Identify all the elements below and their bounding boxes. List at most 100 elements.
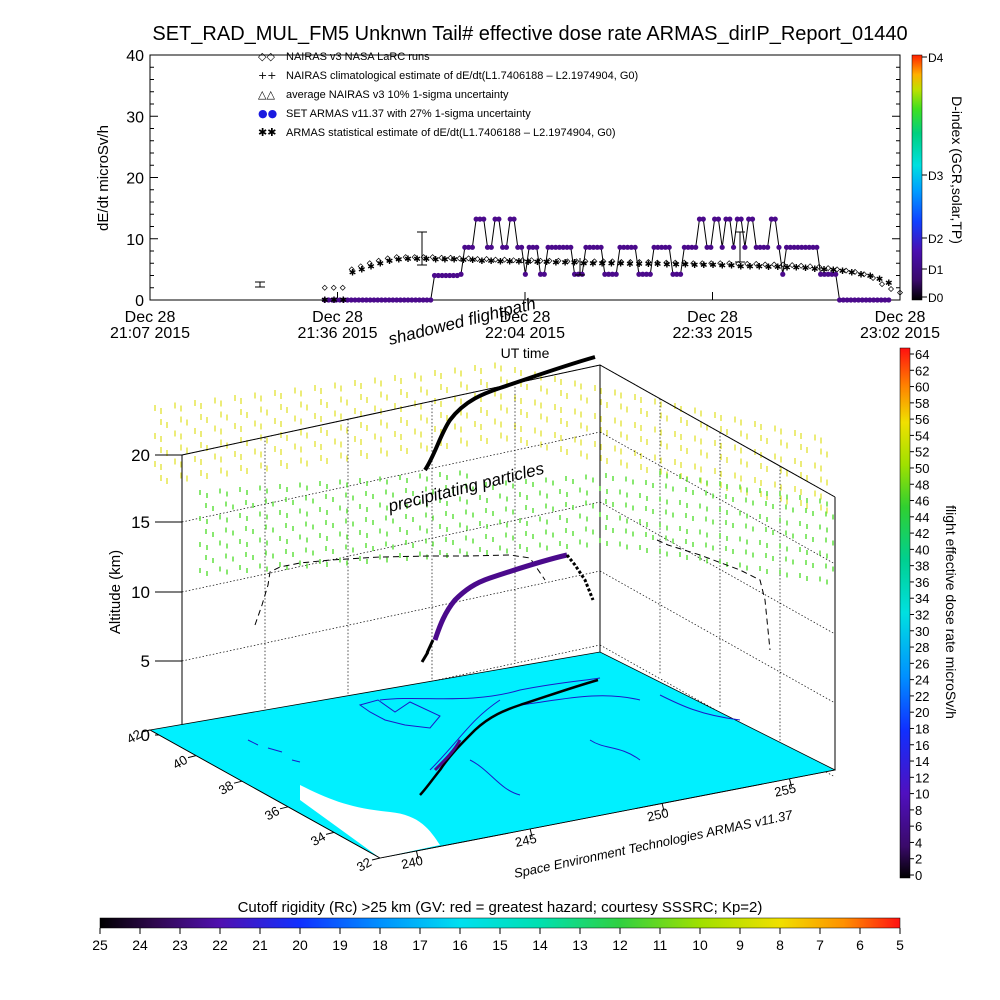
- armas-stat-point: ✱: [367, 262, 375, 272]
- dose-colorbar-tick-label: 54: [915, 428, 929, 443]
- nairas-point: [510, 257, 517, 264]
- armas-point: [753, 244, 759, 250]
- nairas-point: [366, 260, 373, 267]
- armas-stat-point: ✱: [543, 258, 551, 268]
- dindex-tick-label: D3: [928, 169, 944, 183]
- armas-point: [545, 244, 551, 250]
- legend-label: NAIRAS climatological estimate of dE/dt(…: [286, 70, 638, 82]
- nairas-point: [717, 260, 724, 267]
- nairas-point: [492, 256, 499, 263]
- armas-point: [587, 244, 593, 250]
- nairas-point: [888, 285, 895, 292]
- armas-point: [352, 297, 358, 303]
- armas-point: [439, 272, 445, 279]
- armas-point: [662, 244, 669, 250]
- armas-point: [412, 297, 419, 303]
- armas-point: [859, 297, 865, 303]
- rigidity-tick-label: 13: [572, 937, 588, 953]
- rigidity-tick-label: 10: [692, 937, 708, 953]
- armas-stat-point: ✱: [478, 257, 486, 267]
- rigidity-tick-label: 9: [736, 937, 744, 953]
- armas-point: [734, 216, 740, 222]
- armas-point: [409, 297, 415, 303]
- altitude-tick-label: 15: [131, 513, 150, 532]
- nairas-point: [780, 261, 787, 268]
- dose-colorbar-tick-label: 30: [915, 624, 929, 639]
- armas-point: [594, 244, 600, 250]
- armas-point: [337, 297, 343, 303]
- armas-point: [628, 244, 634, 250]
- armas-point: [598, 244, 604, 250]
- latitude-tick-label: 36: [262, 803, 282, 823]
- armas-stat-point: ✱: [691, 261, 699, 271]
- rigidity-tick-label: 11: [653, 937, 668, 953]
- armas-point: [674, 271, 680, 277]
- armas-point: [473, 216, 479, 222]
- armas-point: [322, 297, 328, 303]
- rigidity-tick-label: 16: [452, 937, 468, 953]
- armas-point: [640, 271, 646, 277]
- armas-point: [428, 297, 434, 303]
- armas-point: [583, 244, 589, 250]
- armas-point: [780, 271, 786, 277]
- armas-point: [613, 271, 619, 277]
- armas-point: [651, 244, 657, 250]
- legend-symbol: ●●: [258, 107, 277, 120]
- nairas-point: [654, 259, 661, 266]
- latitude-tick-label: 34: [308, 829, 328, 849]
- nairas-point: [834, 266, 841, 273]
- rigidity-tick-label: 21: [252, 937, 268, 953]
- armas-point: [844, 297, 850, 303]
- rigidity-colorbar: [99, 917, 901, 929]
- legend-label: SET ARMAS v11.37 with 27% 1-sigma uncert…: [286, 108, 531, 120]
- armas-point: [840, 297, 846, 303]
- armas-point: [360, 297, 366, 303]
- legend-symbol: ++: [258, 69, 276, 82]
- armas-point: [386, 297, 392, 303]
- armas-point: [882, 297, 888, 303]
- armas-stat-point: ✱: [552, 259, 560, 269]
- armas-point: [833, 271, 839, 277]
- armas-point: [549, 244, 555, 250]
- armas-point: [643, 271, 650, 277]
- dose-colorbar-tick-label: 40: [915, 542, 929, 557]
- top-x-tick-time: 22:33 2015: [672, 325, 752, 342]
- armas-point: [693, 244, 699, 250]
- nairas-point: [582, 258, 589, 265]
- armas-point: [469, 244, 475, 250]
- armas-point: [787, 244, 793, 250]
- dose-colorbar-tick-label: 46: [915, 494, 929, 509]
- longitude-tick-label: 240: [400, 853, 424, 872]
- armas-point: [768, 216, 775, 222]
- armas-point: [761, 244, 767, 250]
- nairas-point: [672, 259, 679, 266]
- dose-colorbar: [899, 347, 911, 879]
- armas-point: [500, 244, 506, 250]
- annotation-precipitating-particles: precipitating particles: [385, 459, 546, 516]
- armas-point: [852, 297, 858, 303]
- rigidity-tick-label: 12: [612, 937, 628, 953]
- armas-point: [401, 297, 407, 303]
- armas-point: [624, 244, 631, 250]
- armas-point: [465, 244, 472, 250]
- armas-point: [325, 297, 332, 303]
- armas-point: [670, 271, 676, 277]
- dose-colorbar-tick-label: 10: [915, 787, 929, 802]
- rigidity-tick-label: 17: [412, 937, 428, 953]
- dose-colorbar-tick-label: 60: [915, 380, 929, 395]
- nairas-point: [870, 274, 877, 281]
- armas-stat-point: ✱: [700, 261, 708, 271]
- legend-symbol: △△: [258, 88, 275, 101]
- armas-point: [738, 216, 744, 222]
- armas-stat-point: ✱: [682, 260, 690, 270]
- nairas-point: [483, 255, 490, 262]
- top-y-tick-label: 40: [126, 48, 144, 65]
- armas-point: [481, 216, 487, 222]
- armas-point: [511, 216, 517, 222]
- armas-point: [836, 297, 843, 303]
- rigidity-tick-label: 25: [92, 937, 108, 953]
- armas-stat-point: ✱: [737, 262, 745, 272]
- armas-point: [492, 216, 498, 222]
